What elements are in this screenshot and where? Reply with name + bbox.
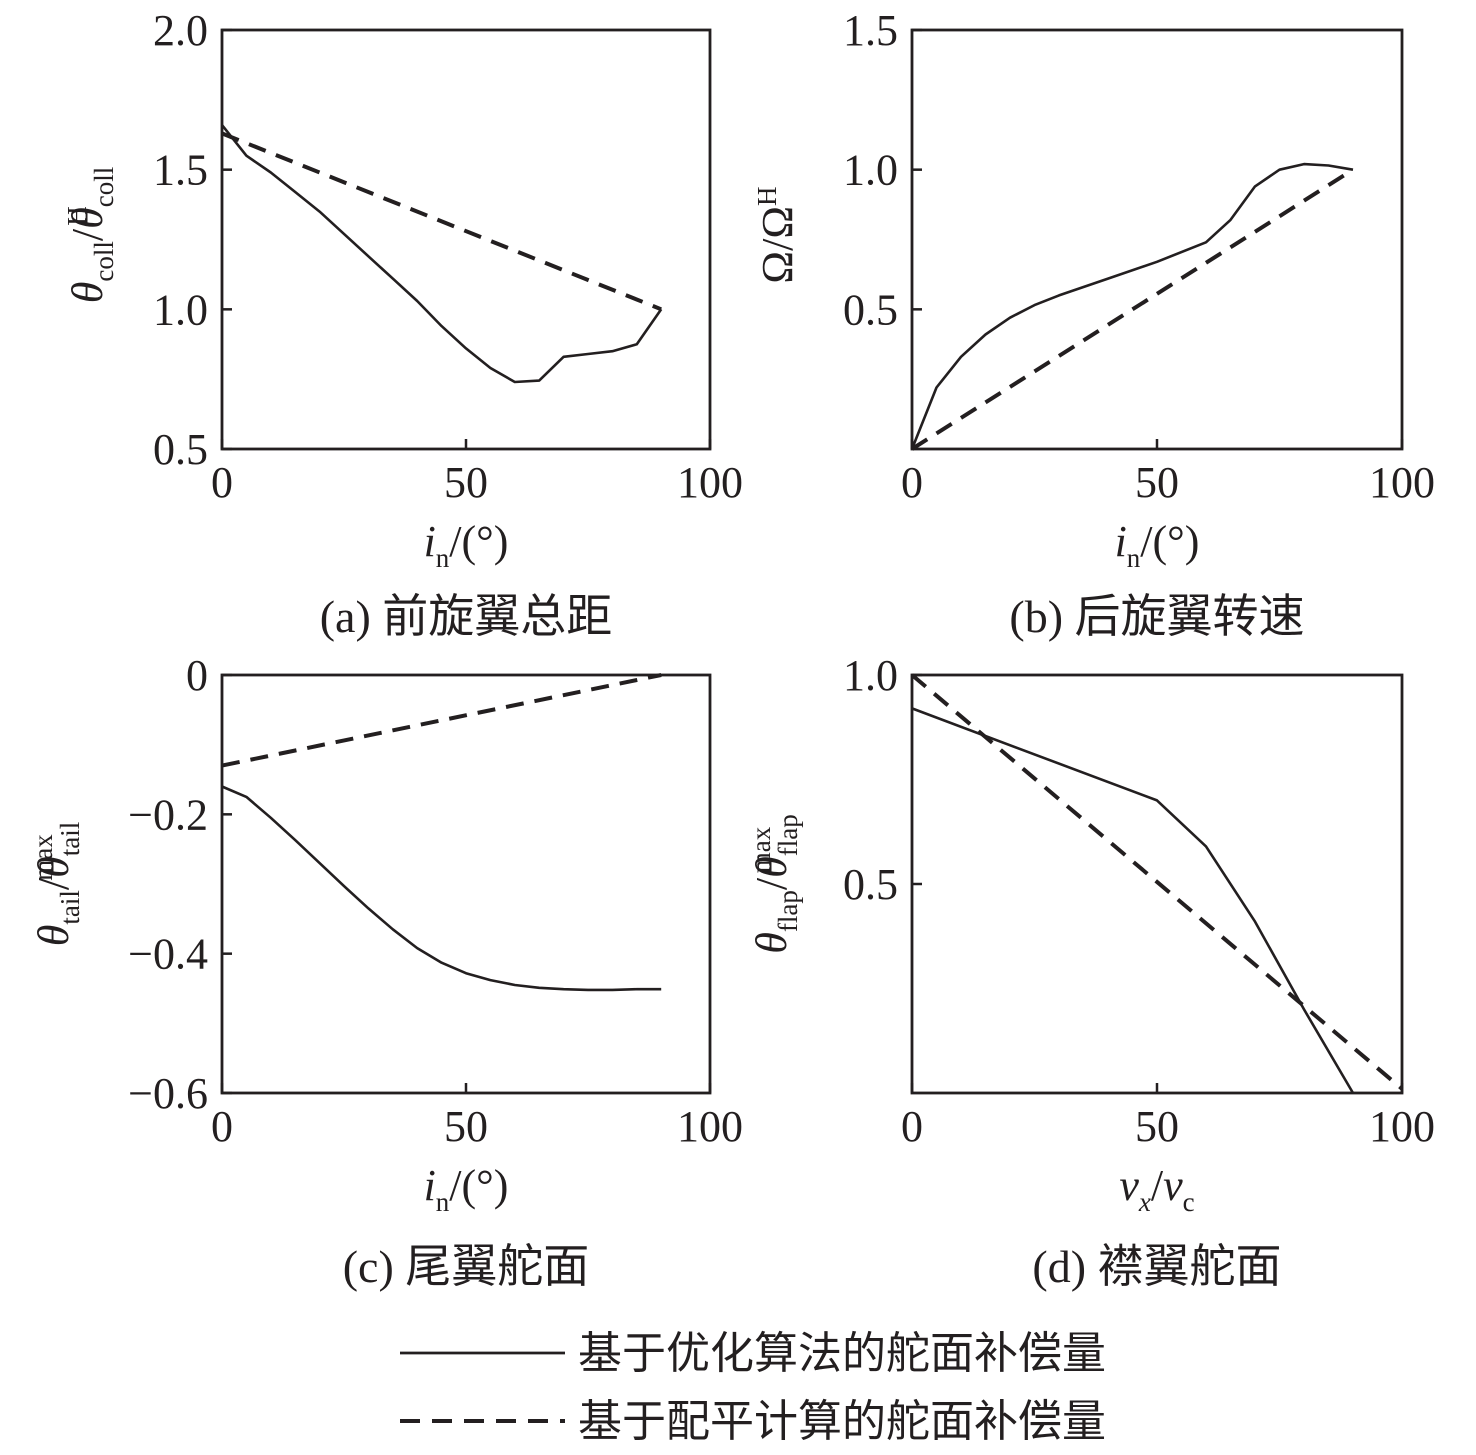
x-tick-label: 100 <box>1369 1102 1435 1151</box>
chart-panel-b: 0 50 100 0.5 1.0 1.5 in​/(°) Ω/ΩH​ (b) 后旋翼转速 <box>752 6 1435 642</box>
x-tick-label: 50 <box>444 458 488 507</box>
x-axis-label: in​/(°) <box>424 1161 509 1217</box>
x-tick-label: 0 <box>901 458 923 507</box>
x-tick-label: 0 <box>211 458 233 507</box>
plot-frame <box>910 28 1404 451</box>
x-tick-label: 0 <box>211 1102 233 1151</box>
y-tick-label: 1.0 <box>153 285 208 334</box>
legend: 基于优化算法的舵面补偿量 基于配平计算的舵面补偿量 <box>400 1329 1106 1446</box>
series-line-dashed <box>221 131 662 312</box>
plot-frame <box>220 673 712 1095</box>
series-line-dashed <box>910 168 1355 451</box>
legend-solid-label: 基于优化算法的舵面补偿量 <box>578 1329 1106 1378</box>
x-tick-label: 0 <box>901 1102 923 1151</box>
panel-caption: (a) 前旋翼总距 <box>320 591 613 642</box>
chart-panels: 0 50 100 0.5 1.0 1.5 2.0 in​/(°) θcoll​/θcollH​ (… <box>28 6 1435 1292</box>
y-axis-label: θflap​/θflapmax​ <box>746 814 803 953</box>
x-tick-label: 100 <box>1369 458 1435 507</box>
x-axis-label: vx​/vc​ <box>1119 1161 1194 1217</box>
y-axis-label: θcoll​/θcollH​ <box>62 167 119 303</box>
panel-caption: (b) 后旋翼转速 <box>1009 591 1304 642</box>
y-tick-label: 0 <box>186 651 208 700</box>
chart-panel-a: 0 50 100 0.5 1.0 1.5 2.0 in​/(°) θcoll​/θcollH​ (… <box>62 6 743 642</box>
y-tick-label: −0.6 <box>128 1069 208 1118</box>
series-line-dashed <box>221 673 662 768</box>
x-axis-label: in​/(°) <box>1115 517 1200 573</box>
y-tick-label: 0.5 <box>843 860 898 909</box>
x-tick-label: 50 <box>1135 458 1179 507</box>
plot-frame <box>220 28 712 451</box>
y-tick-label: −0.4 <box>128 930 208 979</box>
chart-panel-d: 0 50 100 0.5 1.0 vx​/vc​ θflap​/θflapmax​ (d) 襟… <box>746 651 1435 1292</box>
y-axis-label: θtail​/θtailmax​ <box>28 822 85 946</box>
y-tick-label: 1.0 <box>843 146 898 195</box>
y-tick-label: −0.2 <box>128 790 208 839</box>
x-tick-label: 50 <box>444 1102 488 1151</box>
x-axis-label: in​/(°) <box>424 517 509 573</box>
legend-dashed-label: 基于配平计算的舵面补偿量 <box>578 1397 1106 1446</box>
series-line-solid <box>220 124 663 384</box>
y-tick-label: 1.5 <box>843 6 898 55</box>
y-tick-label: 0.5 <box>153 425 208 474</box>
x-tick-label: 50 <box>1135 1102 1179 1151</box>
series-line-solid <box>911 707 1355 1094</box>
series-line-dashed <box>910 673 1404 1091</box>
panel-caption: (c) 尾翼舵面 <box>343 1241 590 1292</box>
y-axis-label: Ω/ΩH​ <box>752 186 802 283</box>
y-tick-label: 1.0 <box>843 651 898 700</box>
series-line-solid <box>221 785 662 992</box>
y-tick-label: 1.5 <box>153 146 208 195</box>
y-tick-label: 2.0 <box>153 6 208 55</box>
y-tick-label: 0.5 <box>843 285 898 334</box>
panel-caption: (d) 襟翼舵面 <box>1032 1241 1281 1292</box>
x-tick-label: 100 <box>677 458 743 507</box>
x-tick-label: 100 <box>677 1102 743 1151</box>
series-line-solid <box>910 162 1354 450</box>
chart-panel-c: 0 50 100 −0.6 −0.4 −0.2 0 in​/(°) θtail​/θtailma… <box>28 651 743 1292</box>
